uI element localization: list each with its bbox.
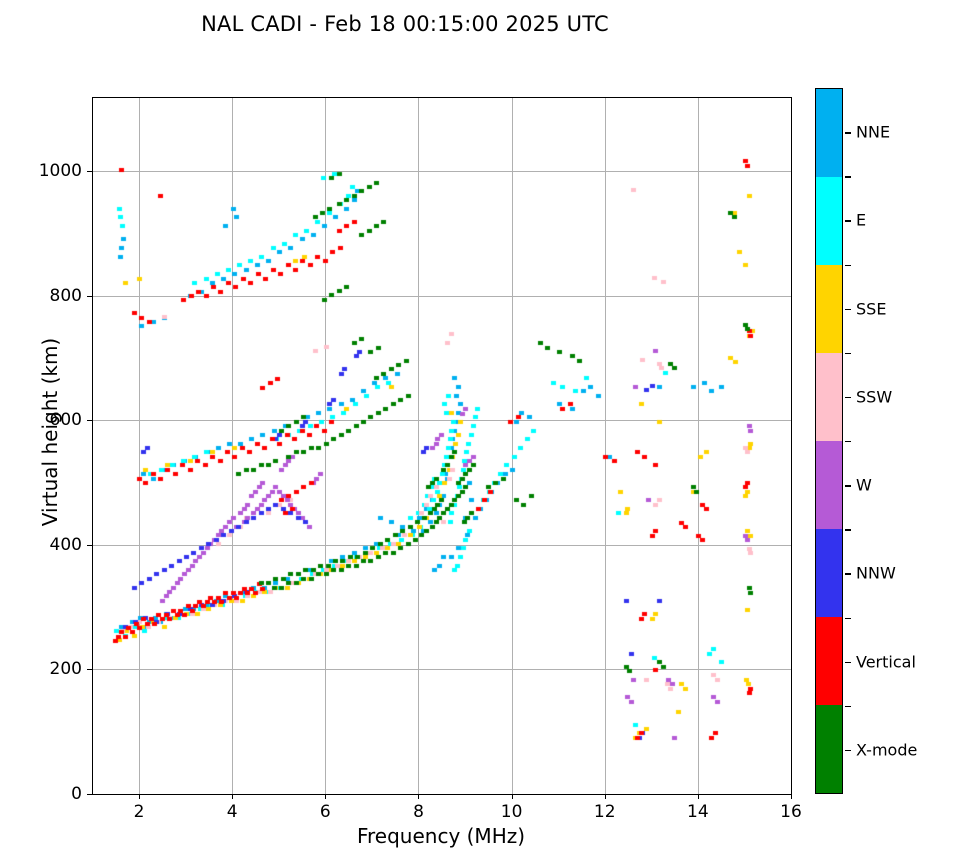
x-tick-label: 14 bbox=[687, 802, 709, 822]
x-tick bbox=[418, 794, 420, 799]
y-tick bbox=[87, 295, 93, 297]
x-tick-label: 4 bbox=[226, 802, 238, 822]
y-tick-label: 0 bbox=[71, 784, 82, 804]
colorbar-boundary-tick bbox=[845, 352, 851, 355]
page-title: NAL CADI - Feb 18 00:15:00 2025 UTC bbox=[201, 12, 609, 36]
colorbar-label-nne: NNE bbox=[856, 122, 891, 142]
colorbar-tick bbox=[845, 661, 851, 664]
colorbar-label-ssw: SSW bbox=[856, 387, 893, 407]
x-tick-label: 6 bbox=[319, 802, 331, 822]
y-tick bbox=[87, 669, 93, 671]
colorbar-tick bbox=[845, 485, 851, 487]
x-tick bbox=[791, 794, 792, 799]
colorbar-tick bbox=[845, 220, 851, 222]
x-tick bbox=[697, 794, 699, 799]
plot-area: 2 4 6 8 10 12 14 16 0 200 400 600 800 1000 bbox=[39, 97, 802, 822]
y-tick-label: 1000 bbox=[38, 160, 82, 181]
colorbar-segment-x-mode[interactable] bbox=[816, 705, 842, 793]
y-tick bbox=[87, 170, 93, 172]
colorbar-boundary-tick bbox=[845, 264, 851, 266]
colorbar-label-w: W bbox=[856, 475, 872, 495]
colorbar-label-nnw: NNW bbox=[856, 563, 896, 583]
colorbar-boundary-tick bbox=[845, 617, 851, 619]
x-tick bbox=[511, 794, 513, 799]
y-axis-title: Virtual height (km) bbox=[38, 337, 62, 527]
colorbar-segment-sse[interactable] bbox=[816, 265, 842, 353]
colorbar-label-vertical: Vertical bbox=[856, 652, 916, 672]
x-tick-label: 10 bbox=[500, 802, 523, 822]
colorbar-label-x-mode: X-mode bbox=[856, 740, 918, 760]
colorbar-tick bbox=[845, 132, 851, 134]
x-tick bbox=[232, 794, 234, 799]
x-tick bbox=[139, 794, 141, 799]
y-tick-label: 600 bbox=[49, 410, 82, 431]
y-tick-label: 200 bbox=[49, 659, 82, 680]
x-tick-label: 2 bbox=[133, 802, 145, 822]
y-tick bbox=[87, 420, 93, 422]
x-axis-title: Frequency (MHz) bbox=[356, 824, 526, 848]
y-tick bbox=[87, 794, 93, 795]
colorbar-segment-e[interactable] bbox=[816, 177, 842, 265]
ionogram-scatter-canvas bbox=[93, 98, 791, 794]
y-tick bbox=[87, 544, 93, 546]
colorbar-boundary-tick bbox=[845, 705, 851, 708]
colorbar-segment-nnw[interactable] bbox=[816, 529, 842, 617]
colorbar-tick bbox=[845, 573, 851, 575]
colorbar-tick bbox=[845, 308, 851, 311]
x-tick bbox=[604, 794, 606, 799]
x-tick-label: 12 bbox=[593, 802, 616, 822]
azimuth-colorbar[interactable] bbox=[815, 88, 843, 794]
colorbar-boundary-tick bbox=[845, 176, 851, 178]
x-tick-label: 8 bbox=[413, 802, 424, 822]
colorbar-segment-nne[interactable] bbox=[816, 89, 842, 177]
colorbar-boundary-tick bbox=[845, 441, 851, 443]
x-tick bbox=[325, 794, 327, 799]
y-tick-label: 800 bbox=[49, 285, 82, 306]
x-tick-label: 16 bbox=[780, 802, 802, 822]
colorbar-segment-w[interactable] bbox=[816, 441, 842, 529]
colorbar-segment-vertical[interactable] bbox=[816, 617, 842, 705]
colorbar-tick bbox=[845, 749, 851, 752]
colorbar-boundary-tick bbox=[845, 529, 851, 531]
colorbar-label-sse: SSE bbox=[856, 299, 887, 319]
colorbar-tick bbox=[845, 396, 851, 399]
y-tick-label: 400 bbox=[49, 534, 82, 555]
colorbar-segment-ssw[interactable] bbox=[816, 353, 842, 441]
colorbar-label-e: E bbox=[856, 210, 867, 230]
